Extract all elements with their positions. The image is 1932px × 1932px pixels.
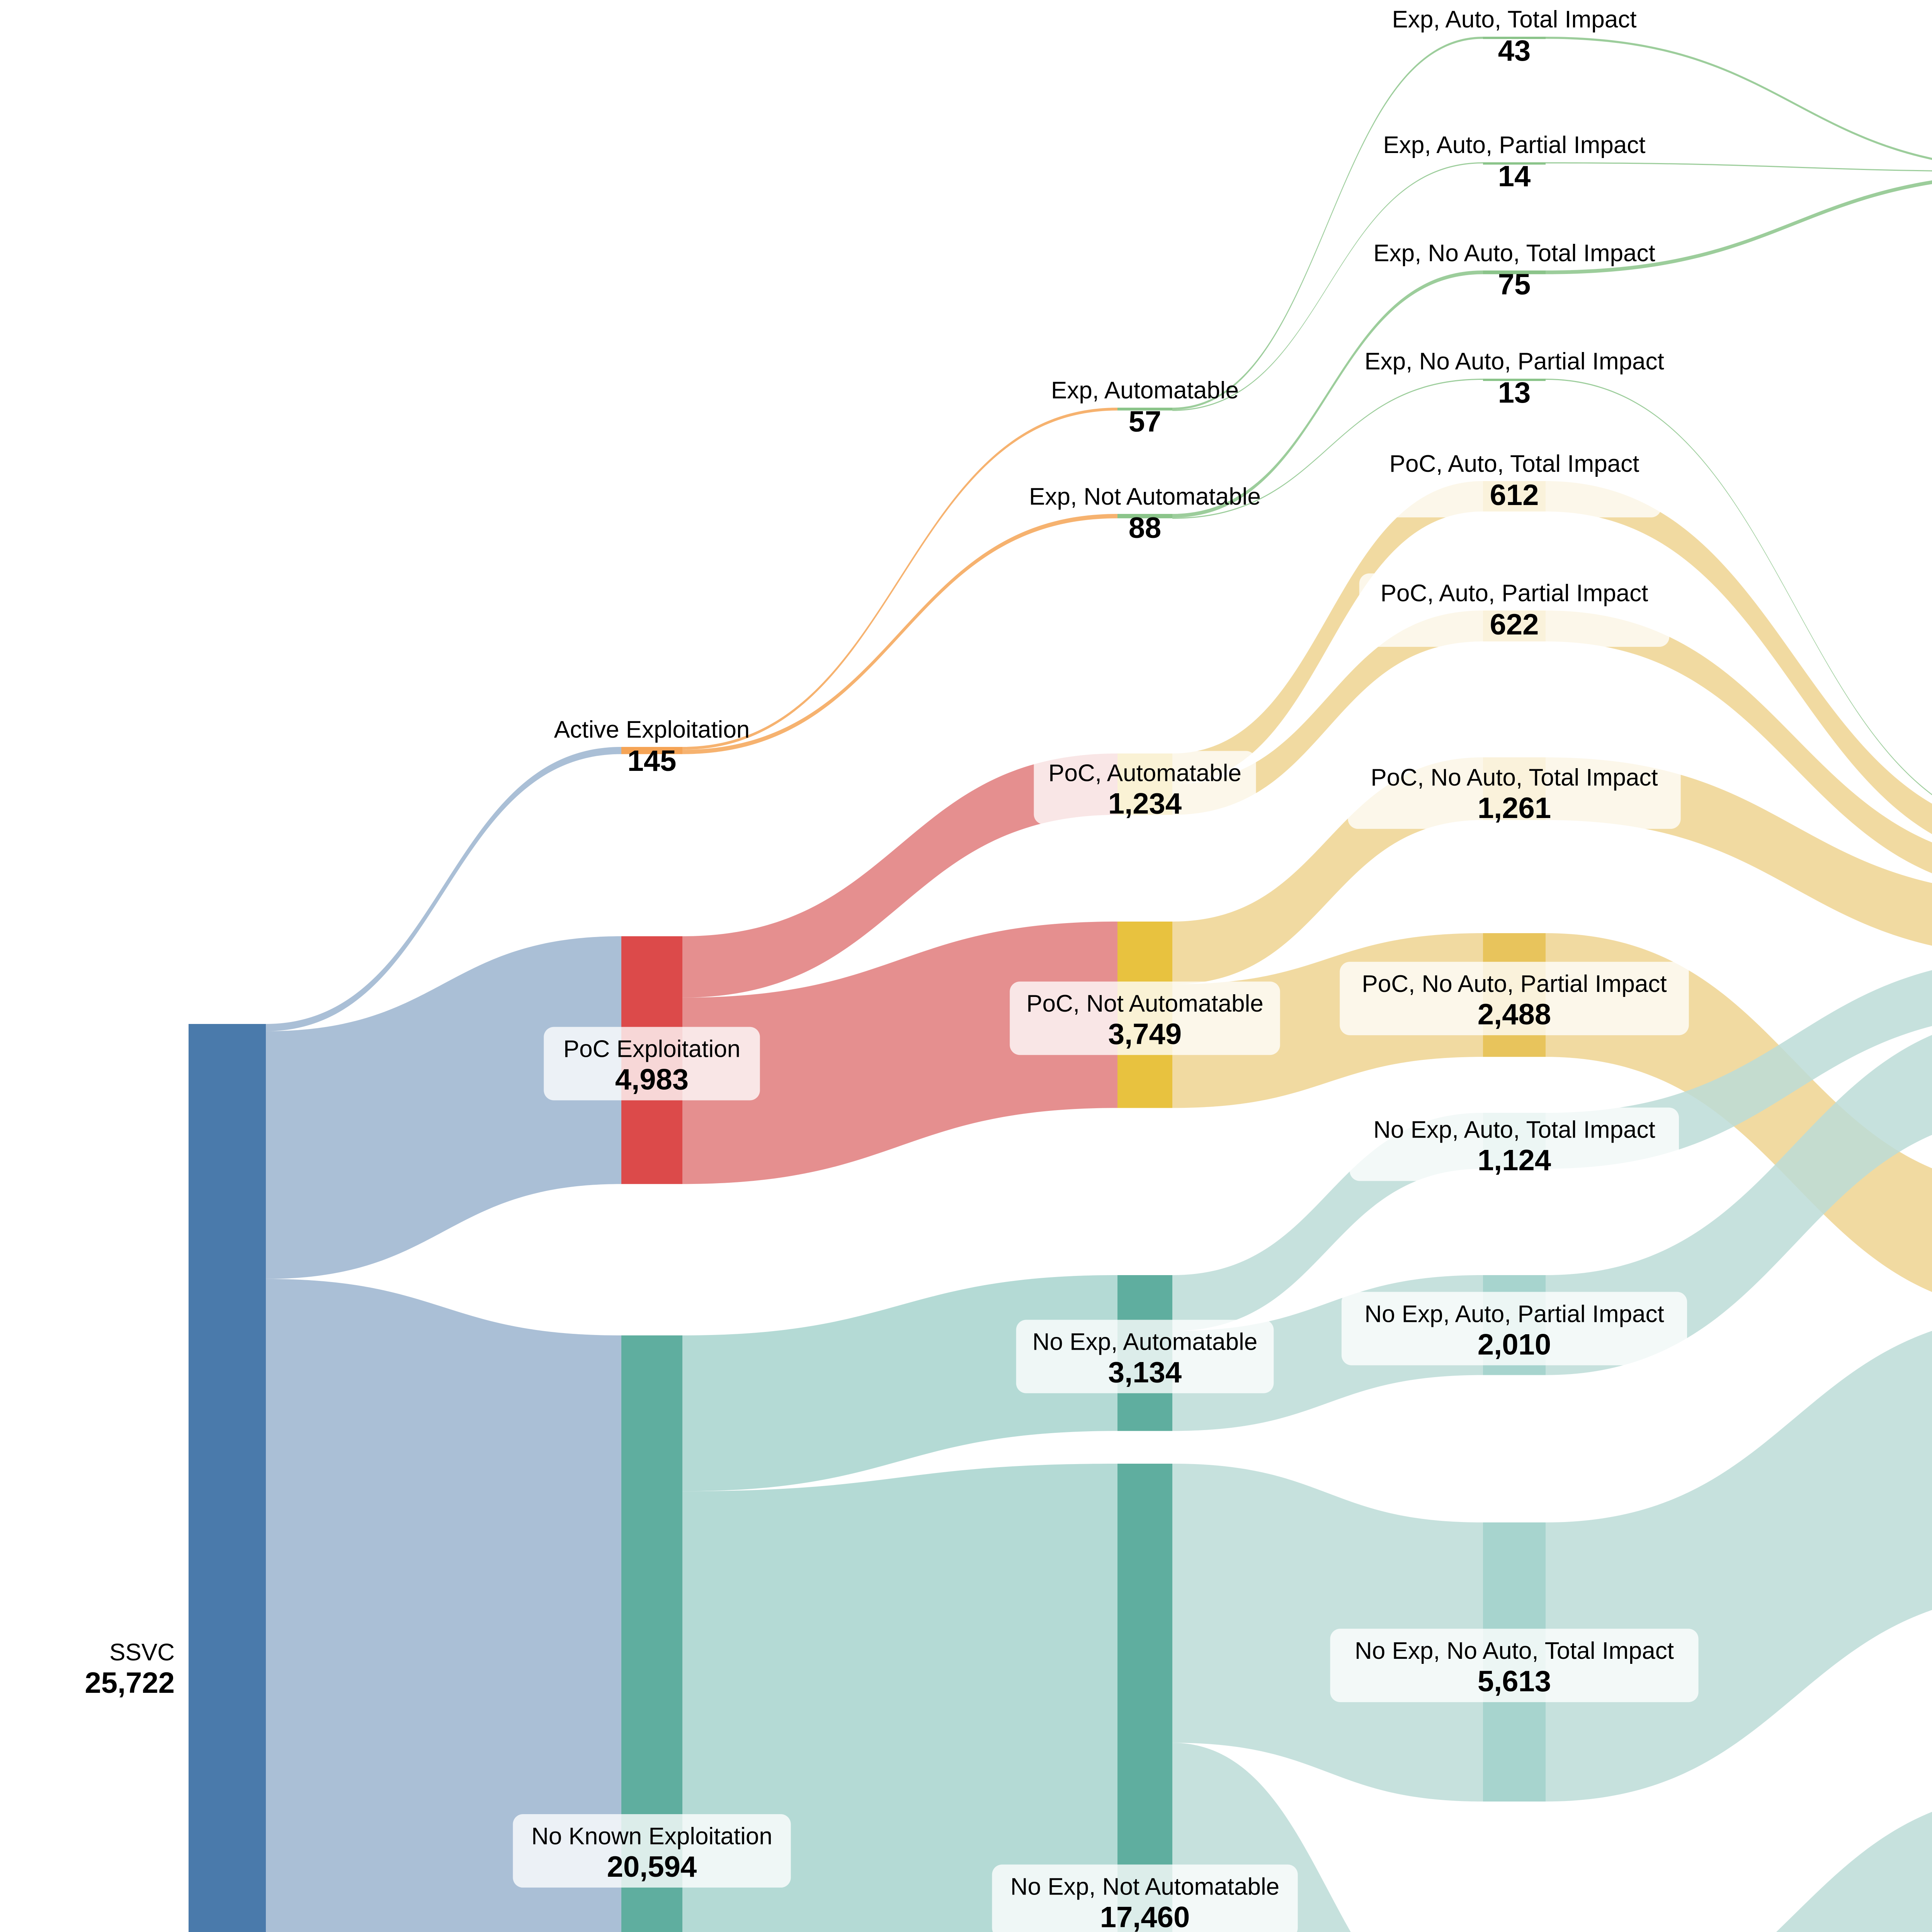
sankey-node-pat[interactable]: [1483, 481, 1546, 512]
sankey-node-ssvc[interactable]: [189, 1024, 266, 1932]
flow-link-exp_noauto-to-ent[interactable]: [1172, 270, 1483, 518]
sankey-node-no_known_exp[interactable]: [621, 1335, 682, 1932]
sankey-node-pnt[interactable]: [1483, 757, 1546, 820]
sankey-node-nat[interactable]: [1483, 1113, 1546, 1169]
flow-link-no_known_exp-to-noexp_auto[interactable]: [682, 1275, 1117, 1492]
node-value-text-enp: 13: [1498, 376, 1531, 409]
flow-link-nnt-to-monitor[interactable]: [1546, 1313, 1932, 1802]
flow-link-exp_auto-to-eat[interactable]: [1172, 37, 1483, 410]
node-name-text-active_exp: Active Exploitation: [554, 716, 750, 743]
flow-link-nnp-to-track[interactable]: [1546, 1791, 1932, 1932]
flow-links-layer: [266, 37, 1932, 1932]
sankey-node-eap[interactable]: [1483, 162, 1546, 165]
flow-link-nap-to-attend[interactable]: [1546, 1013, 1932, 1375]
flow-link-exp_auto-to-eap[interactable]: [1172, 162, 1483, 411]
node-value-text-eap: 14: [1498, 160, 1531, 193]
sankey-node-poc_noauto[interactable]: [1117, 922, 1172, 1108]
node-name-text-pat: PoC, Auto, Total Impact: [1389, 451, 1639, 477]
flow-link-exp_noauto-to-enp[interactable]: [1172, 379, 1483, 519]
sankey-node-active_exp[interactable]: [621, 747, 682, 754]
flow-link-active_exp-to-exp_noauto[interactable]: [682, 514, 1117, 754]
node-name-text-ent: Exp, No Auto, Total Impact: [1373, 240, 1655, 267]
flow-link-ssvc-to-active_exp[interactable]: [266, 747, 621, 1031]
node-name-text-eap: Exp, Auto, Partial Impact: [1383, 132, 1646, 158]
sankey-node-pap[interactable]: [1483, 611, 1546, 642]
node-name-text-eat: Exp, Auto, Total Impact: [1392, 6, 1637, 33]
sankey-node-poc_auto[interactable]: [1117, 753, 1172, 815]
flow-link-active_exp-to-exp_auto[interactable]: [682, 408, 1117, 750]
flow-link-poc_exp-to-poc_auto[interactable]: [682, 753, 1117, 998]
sankey-node-poc_exp[interactable]: [621, 936, 682, 1184]
node-name-text-pap: PoC, Auto, Partial Impact: [1381, 580, 1648, 607]
flow-link-no_known_exp-to-noexp_noauto[interactable]: [682, 1464, 1117, 1932]
sankey-node-nap[interactable]: [1483, 1275, 1546, 1375]
flow-link-pap-to-attend[interactable]: [1546, 611, 1932, 895]
flow-link-poc_exp-to-poc_noauto[interactable]: [682, 922, 1117, 1184]
sankey-node-ent[interactable]: [1483, 270, 1546, 274]
flow-link-poc_auto-to-pap[interactable]: [1172, 611, 1483, 815]
sankey-node-exp_auto[interactable]: [1117, 408, 1172, 411]
node-value-text-ssvc: 25,722: [85, 1667, 175, 1699]
sankey-node-enp[interactable]: [1483, 379, 1546, 381]
sankey-node-noexp_auto[interactable]: [1117, 1275, 1172, 1431]
node-name-text-ssvc: SSVC: [109, 1639, 175, 1666]
flow-link-noexp_noauto-to-nnt[interactable]: [1172, 1464, 1483, 1802]
flow-link-eat-to-act[interactable]: [1546, 37, 1932, 171]
flow-link-poc_auto-to-pat[interactable]: [1172, 481, 1483, 784]
node-value-text-eat: 43: [1498, 34, 1531, 67]
sankey-node-nnt[interactable]: [1483, 1522, 1546, 1802]
sankey-node-noexp_noauto[interactable]: [1117, 1464, 1172, 1932]
sankey-node-exp_noauto[interactable]: [1117, 514, 1172, 519]
flow-link-eap-to-act[interactable]: [1546, 162, 1932, 172]
sankey-node-eat[interactable]: [1483, 37, 1546, 39]
flow-link-ent-to-act[interactable]: [1546, 172, 1932, 274]
flow-link-ssvc-to-no_known_exp[interactable]: [266, 1279, 621, 1932]
flow-link-ssvc-to-poc_exp[interactable]: [266, 936, 621, 1279]
node-name-text-enp: Exp, No Auto, Partial Impact: [1364, 348, 1664, 375]
sankey-node-pnp[interactable]: [1483, 933, 1546, 1057]
flow-link-pat-to-attend[interactable]: [1546, 481, 1932, 864]
